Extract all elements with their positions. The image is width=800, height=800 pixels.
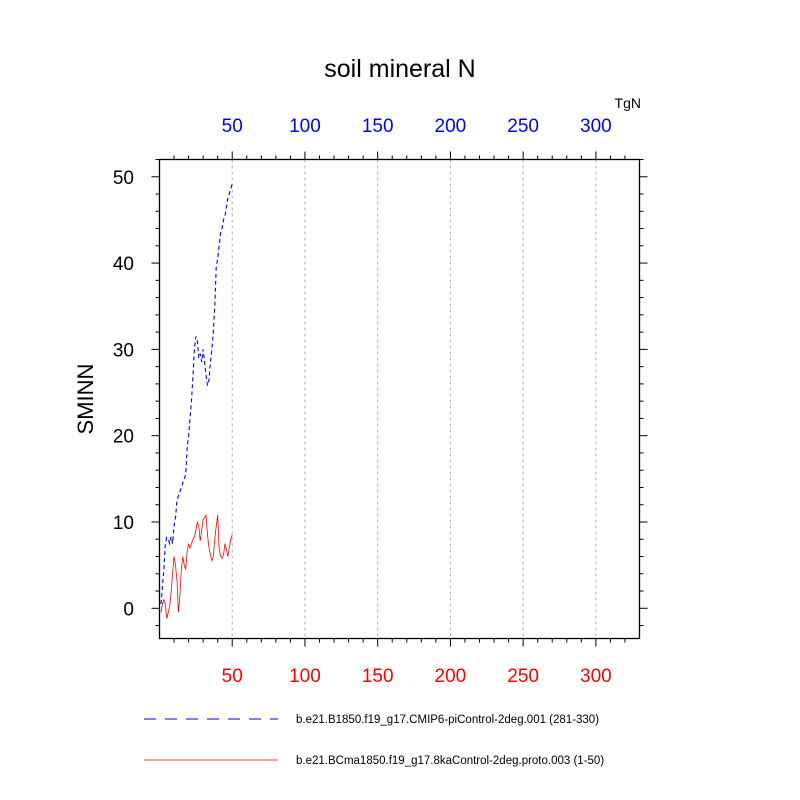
y-tick-label: 20 [113, 427, 134, 448]
x-tick-label-bottom: 50 [222, 666, 243, 687]
y-axis-label: SMINN [73, 364, 98, 435]
y-tick-label: 10 [113, 513, 134, 534]
legend-label-2: b.e21.BCma1850.f19_g17.8kaControl-2deg.p… [296, 755, 604, 767]
x-tick-label-top: 250 [507, 116, 539, 137]
x-tick-label-top: 100 [289, 116, 321, 137]
data-series [160, 183, 233, 619]
series-line-2 [160, 513, 233, 619]
x-tick-label-bottom: 300 [580, 666, 612, 687]
x-tick-label-bottom: 200 [435, 666, 467, 687]
y-tick-label: 50 [113, 168, 134, 189]
x-tick-label-top: 200 [435, 116, 467, 137]
axis-ticks [151, 151, 648, 647]
legend-label-1: b.e21.B1850.f19_g17.CMIP6-piControl-2deg… [296, 714, 599, 726]
x-tick-label-top: 50 [222, 116, 243, 137]
x-tick-label-bottom: 100 [289, 666, 321, 687]
x-tick-label-top: 150 [362, 116, 394, 137]
grid-lines [231, 159, 597, 639]
legend: b.e21.B1850.f19_g17.CMIP6-piControl-2deg… [144, 714, 604, 767]
axis-tick-labels: 50 50 100 100 150 150 200 200 250 250 300 300 0 10 20 3… [113, 116, 612, 687]
units-label: TgN [615, 95, 641, 111]
y-tick-label: 30 [113, 340, 134, 361]
y-tick-label: 40 [113, 254, 134, 275]
series-line-1 [160, 183, 233, 605]
x-tick-label-bottom: 150 [362, 666, 394, 687]
x-tick-label-bottom: 250 [507, 666, 539, 687]
y-tick-label: 0 [123, 599, 134, 620]
x-tick-label-top: 300 [580, 116, 612, 137]
chart-title: soil mineral N [324, 55, 475, 83]
plot-frame [158, 158, 641, 640]
